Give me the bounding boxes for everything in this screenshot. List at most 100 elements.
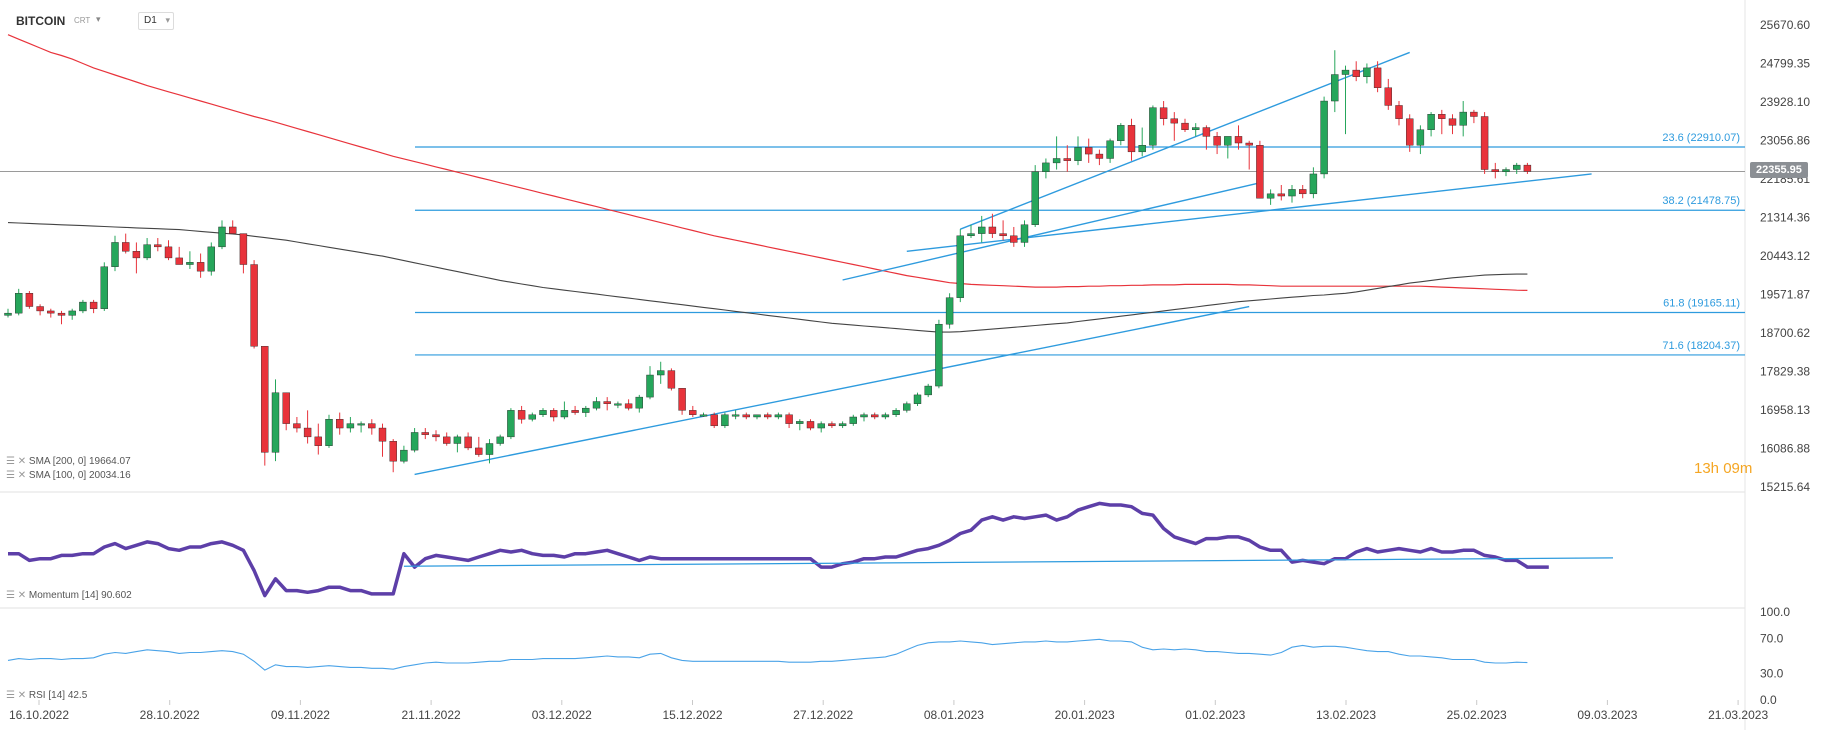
candle-body [325,418,333,446]
candle-body [550,410,558,418]
x-tick-label: 15.12.2022 [662,708,722,722]
legend-menu-icon[interactable]: ☰ ✕ [6,470,29,481]
momentum-legend[interactable]: ☰ ✕ Momentum [14] 90.602 [6,590,132,601]
countdown-minutes: 09m [1723,460,1753,477]
candle-body [57,312,66,316]
candle-body [764,414,772,418]
candle-body [1298,189,1307,195]
candle-body [1224,136,1232,146]
sma200-legend[interactable]: ☰ ✕ SMA [200, 0] 19664.07 [6,456,131,467]
candle-body [485,443,494,455]
candle-body [913,394,922,404]
candle-body [68,310,76,316]
candle-body [742,414,750,418]
candle-body [261,346,269,453]
x-tick-label: 21.03.2023 [1708,708,1768,722]
candle-body [25,293,34,307]
candle-body [1117,125,1125,142]
fib-level-label: 61.8 (19165.11) [1663,297,1740,309]
sma100-legend[interactable]: ☰ ✕ SMA [100, 0] 20034.16 [6,470,131,481]
timeframe-select[interactable]: D1 ▾ [138,12,174,30]
candle-body [571,410,579,413]
momentum-legend-label: Momentum [14] 90.602 [28,590,132,601]
candle-body [1149,107,1157,146]
candle-body [1052,158,1061,164]
candle-body [239,233,248,265]
candle-body [956,235,964,298]
candle-body [378,427,387,442]
candle-body [614,403,622,406]
candle-body [464,436,472,449]
rsi-legend[interactable]: ☰ ✕ RSI [14] 42.5 [6,690,87,701]
candle-body [999,233,1007,237]
candle-body [164,246,173,259]
candle-body [1138,145,1146,153]
candle-body [1234,136,1243,144]
candle-body [400,449,408,462]
candle-body [1288,189,1296,197]
symbol-label: BITCOIN [16,14,66,28]
rsi-tick-label: 70.0 [1760,631,1784,645]
candle-body [1127,125,1136,153]
candle-body [1502,169,1510,172]
legend-menu-icon[interactable]: ☰ ✕ [6,690,29,701]
candle-body [314,436,322,446]
countdown-hours: 13h [1694,460,1720,477]
candle-body [903,403,911,411]
candle-body [978,226,986,234]
candle-body [1341,69,1350,75]
x-tick-label: 27.12.2022 [793,708,853,722]
candle-body [36,306,44,312]
candle-body [1277,193,1286,197]
trend-line-rising [414,305,1250,476]
candle-body [14,293,23,314]
y-tick-label: 15215.64 [1760,480,1810,494]
candle-body [1095,153,1104,159]
candle-body [699,414,708,417]
candle-body [881,414,890,418]
y-tick-label: 19571.87 [1760,288,1810,302]
candle-body [828,423,836,427]
candle-body [421,432,429,435]
candle-body [218,226,226,248]
chevron-down-icon: ▾ [165,15,170,25]
candle-body [1373,67,1382,88]
current-price-badge: 22355.95 [1750,162,1808,179]
chart-header: BITCOIN [16,12,65,30]
candle-body [1320,100,1328,175]
x-tick-label: 21.11.2022 [402,708,461,722]
candle-body [592,401,601,409]
y-tick-label: 23928.10 [1760,95,1810,109]
symbol-dropdown-icon[interactable]: ▾ [96,14,101,24]
y-tick-label: 16086.88 [1760,442,1810,456]
candle-body [1352,69,1360,77]
symbol-sub: CRT [74,16,91,25]
candle-body [507,410,515,438]
rsi-tick-label: 100.0 [1760,605,1790,619]
legend-menu-icon[interactable]: ☰ ✕ [6,456,29,467]
candle-body [443,436,451,444]
candle-body [1042,162,1050,172]
candle-body [293,423,301,429]
candle-body [1159,107,1168,119]
candle-body [1266,193,1275,199]
candle-body [785,414,793,424]
legend-menu-icon[interactable]: ☰ ✕ [6,590,29,601]
candle-body [475,447,483,455]
candle-body [582,407,590,413]
sma100-line [7,222,1528,333]
candle-body [154,244,162,248]
candle-body [1191,127,1200,130]
rsi-tick-label: 30.0 [1760,667,1784,681]
fib-level-label: 71.6 (18204.37) [1662,340,1740,352]
candle-body [689,410,697,415]
y-tick-label: 25670.60 [1760,18,1810,32]
candle-body [453,436,462,444]
candle-body [1491,169,1500,172]
candle-body [1331,74,1339,102]
candle-body [132,251,141,259]
grid [0,0,1746,730]
candle-body [624,403,633,409]
candle-body [1416,129,1425,146]
